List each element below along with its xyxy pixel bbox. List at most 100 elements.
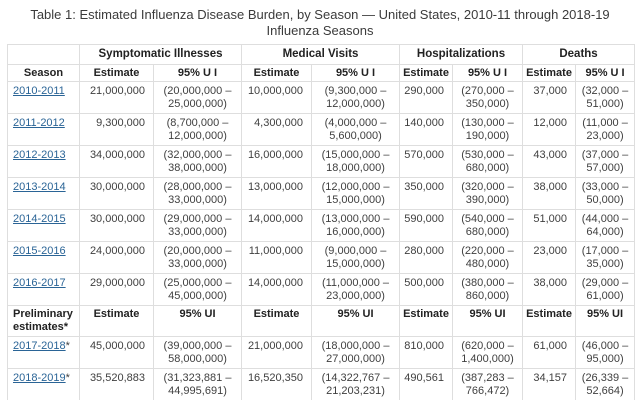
ui-cell: (13,000,000 – 16,000,000)	[310, 209, 401, 242]
ui-cell: (44,000 – 64,000)	[575, 209, 636, 242]
season-asterisk: *	[65, 340, 70, 352]
ui-cell: (46,000 – 95,000)	[575, 336, 636, 369]
column-header-ui: 95% U I	[310, 63, 401, 82]
group-header-medical-visits: Medical Visits	[240, 44, 401, 65]
preliminary-column-header-estimate: Estimate	[241, 305, 312, 337]
season-cell: 2011-2012	[7, 113, 80, 146]
ui-cell: (270,000 – 350,000)	[452, 81, 524, 114]
estimate-cell: 37,000	[522, 81, 577, 114]
estimate-cell: 35,520,883	[79, 368, 154, 400]
ui-cell: (11,000 – 23,000)	[575, 113, 636, 146]
preliminary-column-header-estimate: Estimate	[79, 305, 154, 337]
estimate-cell: 34,157	[522, 368, 577, 400]
season-link[interactable]: 2017-2018	[13, 340, 66, 352]
season-cell: 2016-2017	[7, 273, 80, 306]
preliminary-column-header-ui: 95% UI	[153, 305, 242, 337]
preliminary-estimates-label: Preliminary estimates*	[7, 305, 80, 337]
ui-cell: (620,000 – 1,400,000)	[452, 336, 524, 369]
group-header-hospitalizations: Hospitalizations	[399, 44, 524, 65]
ui-cell: (8,700,000 – 12,000,000)	[153, 113, 242, 146]
column-header-ui: 95% U I	[153, 63, 242, 82]
season-cell: 2012-2013	[7, 145, 80, 178]
season-link[interactable]: 2018-2019	[13, 372, 66, 384]
season-cell: 2018-2019*	[7, 368, 80, 400]
preliminary-header-row: Preliminary estimates* Estimate 95% UI Esti…	[7, 305, 636, 337]
estimate-cell: 810,000	[399, 336, 454, 369]
table-row: 2017-2018* 45,000,000 (39,000,000 – 58,000…	[7, 336, 636, 369]
table-row: 2014-2015 30,000,000 (29,000,000 – 33,000,…	[7, 209, 636, 242]
ui-cell: (130,000 – 190,000)	[452, 113, 524, 146]
table-row: 2010-2011 21,000,000 (20,000,000 – 25,000,…	[7, 81, 636, 114]
season-cell: 2014-2015	[7, 209, 80, 242]
group-header-row: Symptomatic Illnesses Medical Visits Hos…	[7, 44, 636, 65]
season-cell: 2013-2014	[7, 177, 80, 210]
ui-cell: (28,000,000 – 33,000,000)	[153, 177, 242, 210]
estimate-cell: 500,000	[399, 273, 454, 306]
table-body: 2010-2011 21,000,000 (20,000,000 – 25,000,…	[7, 81, 636, 400]
season-link[interactable]: 2011-2012	[13, 117, 65, 129]
estimate-cell: 350,000	[399, 177, 454, 210]
season-link[interactable]: 2010-2011	[13, 85, 65, 97]
season-cell: 2017-2018*	[7, 336, 80, 369]
ui-cell: (9,300,000 – 12,000,000)	[310, 81, 401, 114]
estimate-cell: 11,000,000	[241, 241, 312, 274]
estimate-cell: 30,000,000	[79, 177, 154, 210]
season-link[interactable]: 2013-2014	[13, 181, 66, 193]
estimate-cell: 570,000	[399, 145, 454, 178]
preliminary-column-header-ui: 95% UI	[310, 305, 401, 337]
estimate-cell: 280,000	[399, 241, 454, 274]
estimate-cell: 23,000	[522, 241, 577, 274]
ui-cell: (320,000 – 390,000)	[452, 177, 524, 210]
ui-cell: (9,000,000 – 15,000,000)	[310, 241, 401, 274]
estimate-cell: 140,000	[399, 113, 454, 146]
estimate-cell: 14,000,000	[241, 209, 312, 242]
ui-cell: (220,000 – 480,000)	[452, 241, 524, 274]
ui-cell: (540,000 – 680,000)	[452, 209, 524, 242]
season-link[interactable]: 2012-2013	[13, 149, 66, 161]
ui-cell: (14,322,767 – 21,203,231)	[310, 368, 401, 400]
ui-cell: (39,000,000 – 58,000,000)	[153, 336, 242, 369]
estimate-cell: 29,000,000	[79, 273, 154, 306]
column-header-estimate: Estimate	[241, 63, 312, 82]
estimate-cell: 43,000	[522, 145, 577, 178]
column-header-row: Season Estimate 95% U I Estimate 95% U I…	[7, 63, 636, 82]
ui-cell: (37,000 – 57,000)	[575, 145, 636, 178]
preliminary-column-header-estimate: Estimate	[399, 305, 454, 337]
ui-cell: (11,000,000 – 23,000,000)	[310, 273, 401, 306]
season-link[interactable]: 2014-2015	[13, 213, 66, 225]
ui-cell: (18,000,000 – 27,000,000)	[310, 336, 401, 369]
group-header-empty	[7, 44, 80, 65]
ui-cell: (530,000 – 680,000)	[452, 145, 524, 178]
season-asterisk: *	[65, 372, 70, 384]
estimate-cell: 45,000,000	[79, 336, 154, 369]
ui-cell: (20,000,000 – 33,000,000)	[153, 241, 242, 274]
column-header-estimate: Estimate	[399, 63, 454, 82]
season-cell: 2015-2016	[7, 241, 80, 274]
ui-cell: (12,000,000 – 15,000,000)	[310, 177, 401, 210]
group-header-deaths: Deaths	[522, 44, 636, 65]
season-link[interactable]: 2016-2017	[13, 277, 66, 289]
column-header-estimate: Estimate	[522, 63, 577, 82]
estimate-cell: 14,000,000	[241, 273, 312, 306]
season-link[interactable]: 2015-2016	[13, 245, 66, 257]
estimate-cell: 13,000,000	[241, 177, 312, 210]
ui-cell: (17,000 – 35,000)	[575, 241, 636, 274]
ui-cell: (32,000,000 – 38,000,000)	[153, 145, 242, 178]
estimate-cell: 38,000	[522, 177, 577, 210]
ui-cell: (31,323,881 – 44,995,691)	[153, 368, 242, 400]
preliminary-column-header-estimate: Estimate	[522, 305, 577, 337]
estimate-cell: 490,561	[399, 368, 454, 400]
ui-cell: (25,000,000 – 45,000,000)	[153, 273, 242, 306]
estimate-cell: 21,000,000	[241, 336, 312, 369]
column-header-season: Season	[7, 63, 80, 82]
ui-cell: (33,000 – 50,000)	[575, 177, 636, 210]
estimate-cell: 4,300,000	[241, 113, 312, 146]
influenza-burden-table: Symptomatic Illnesses Medical Visits Hos…	[7, 44, 636, 400]
estimate-cell: 12,000	[522, 113, 577, 146]
group-header-symptomatic-illnesses: Symptomatic Illnesses	[79, 44, 242, 65]
estimate-cell: 590,000	[399, 209, 454, 242]
ui-cell: (29,000 – 61,000)	[575, 273, 636, 306]
preliminary-column-header-ui: 95% UI	[452, 305, 524, 337]
table-row: 2013-2014 30,000,000 (28,000,000 – 33,000,…	[7, 177, 636, 210]
